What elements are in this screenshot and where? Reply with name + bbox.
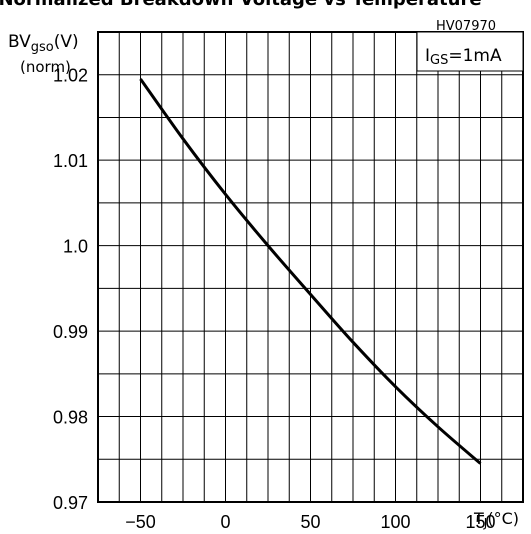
figure-id: HV07970 (436, 19, 496, 34)
y-tick-label: 1.01 (53, 151, 88, 171)
x-tick-label: 100 (380, 512, 410, 532)
x-tick-label: 50 (300, 512, 320, 532)
annotation-main: I (425, 46, 430, 66)
y-tick-label: 1.02 (53, 66, 88, 86)
y-tick-label: 0.97 (53, 493, 88, 513)
annotation-value: =1mA (448, 46, 502, 66)
y-tick-label: 0.99 (53, 322, 88, 342)
y-axis-label-main: BV (8, 32, 31, 52)
y-axis-label-unit: (V) (54, 32, 79, 52)
x-tick-label: −50 (125, 512, 156, 532)
x-tick-label: 150 (465, 512, 495, 532)
y-tick-label: 0.98 (53, 408, 88, 428)
y-axis-label: BVgso(V) (8, 32, 79, 55)
gridlines (98, 32, 523, 502)
y-axis-norm-label: (norm) (20, 58, 71, 76)
plot-frame (97, 31, 524, 503)
data-line (139, 78, 482, 465)
x-axis-label-main: T (473, 509, 484, 528)
y-tick-labels: 0.97 0.98 0.99 1.0 1.01 1.02 (53, 66, 88, 513)
x-tick-label: 0 (220, 512, 230, 532)
annotation-box (416, 31, 524, 72)
annotation-sub: GS (430, 53, 448, 68)
y-axis-label-sub: gso (31, 40, 54, 55)
annotation-igs: IGS=1mA (425, 46, 502, 68)
x-tick-labels: −50 0 50 100 150 (125, 512, 495, 532)
chart-title: Normalized Breakdown Voltage vs Temperat… (0, 0, 482, 10)
x-axis-label: TJ(°C) (473, 509, 519, 530)
y-tick-label: 1.0 (63, 237, 88, 257)
x-axis-label-unit: (°C) (487, 509, 519, 528)
x-axis-label-sub: J (483, 516, 488, 530)
